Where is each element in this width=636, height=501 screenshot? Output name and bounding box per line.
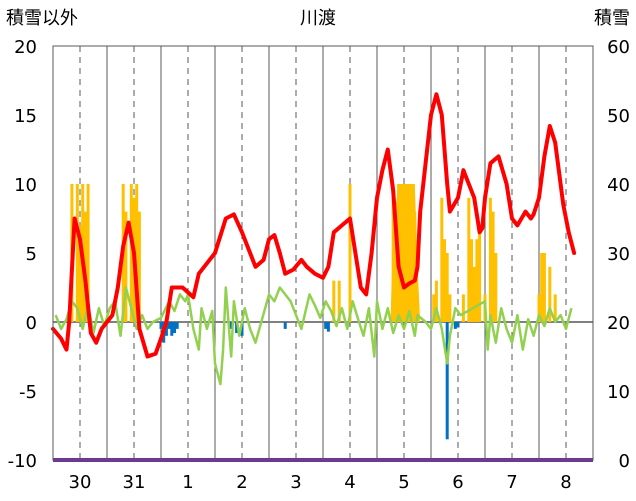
- y-left-axis-label: 積雪以外: [6, 8, 78, 29]
- blue-bar: [326, 322, 330, 332]
- blue-bar: [240, 322, 244, 336]
- y-left-tick-label: -10: [8, 451, 37, 472]
- x-tick-label: 31: [123, 472, 146, 493]
- orange-bar: [410, 184, 414, 322]
- plot-frame: [52, 45, 594, 461]
- y-left-tick-label: 5: [26, 244, 37, 265]
- orange-bar: [461, 294, 465, 322]
- y-right-axis-label: 積雪: [594, 8, 630, 29]
- orange-bar: [443, 239, 446, 322]
- x-tick-label: 8: [560, 472, 571, 493]
- y-left-tick-label: -5: [19, 382, 37, 403]
- orange-bar: [405, 211, 409, 322]
- orange-bar: [475, 239, 479, 322]
- blue-bar: [175, 322, 179, 329]
- blue-bar: [324, 322, 328, 329]
- y-right-tick-label: 40: [607, 175, 630, 196]
- x-tick-label: 1: [182, 472, 193, 493]
- orange-bar: [124, 211, 128, 322]
- orange-bar: [432, 294, 436, 322]
- y-left-axis-ticks: 20 15 10 5 0 -5 -10: [8, 37, 37, 472]
- blue-bar: [235, 322, 239, 334]
- orange-bar: [75, 184, 79, 322]
- y-right-tick-label: 60: [607, 37, 630, 58]
- orange-bar: [402, 184, 406, 322]
- orange-bar: [548, 266, 552, 322]
- x-tick-label: 4: [344, 472, 355, 493]
- orange-bar: [491, 211, 495, 322]
- blue-bar: [173, 322, 176, 334]
- orange-bar: [445, 253, 449, 322]
- orange-bar: [337, 280, 341, 322]
- x-tick-label: 2: [236, 472, 247, 493]
- orange-bar: [407, 197, 411, 322]
- orange-bar: [472, 266, 476, 322]
- blue-bar: [445, 322, 449, 440]
- blue-bar: [229, 322, 233, 329]
- y-left-tick-label: 20: [14, 37, 37, 58]
- red-line: [51, 92, 577, 359]
- x-tick-label: 30: [69, 472, 92, 493]
- chart-title: 川渡: [300, 8, 336, 29]
- y-right-tick-label: 10: [607, 382, 630, 403]
- orange-bar: [137, 211, 141, 322]
- blue-bar: [170, 322, 174, 336]
- orange-bar: [135, 184, 139, 322]
- orange-bar: [470, 239, 473, 322]
- orange-bar: [478, 225, 482, 322]
- blue-bar: [453, 322, 457, 329]
- orange-bar: [332, 280, 336, 322]
- x-tick-label: 6: [452, 472, 463, 493]
- orange-bar: [348, 184, 352, 322]
- blue-bar: [167, 322, 171, 329]
- y-right-axis-ticks: 60 50 40 30 20 10 0: [607, 37, 630, 472]
- orange-bar: [542, 253, 546, 322]
- orange-bar: [440, 197, 444, 322]
- orange-bar: [129, 184, 133, 322]
- blue-bar: [164, 322, 168, 336]
- blue-bar: [159, 322, 163, 329]
- y-left-tick-label: 10: [14, 175, 37, 196]
- x-tick-label: 7: [506, 472, 517, 493]
- x-tick-label: 5: [398, 472, 409, 493]
- x-axis-ticks: 30 31 1 2 3 4 5 6 7 8: [69, 472, 572, 493]
- y-right-tick-label: 30: [607, 244, 630, 265]
- blue-bar: [456, 322, 460, 328]
- orange-bar: [448, 294, 452, 322]
- orange-bar: [86, 184, 90, 322]
- orange-bar: [78, 225, 82, 322]
- orange-bar: [553, 294, 557, 322]
- y-right-tick-label: 0: [619, 451, 630, 472]
- gridlines: [53, 46, 593, 460]
- orange-bar: [467, 197, 471, 322]
- orange-bar: [537, 294, 541, 322]
- y-right-tick-label: 20: [607, 313, 630, 334]
- y-left-tick-label: 0: [26, 313, 37, 334]
- orange-bar: [488, 197, 492, 322]
- orange-bar: [413, 211, 417, 322]
- orange-bar: [391, 184, 395, 322]
- orange-bar: [494, 253, 498, 322]
- orange-bar: [434, 280, 438, 322]
- blue-bar: [283, 322, 287, 329]
- x-tick-label: 3: [290, 472, 301, 493]
- orange-bar: [540, 253, 544, 322]
- orange-bar: [394, 239, 398, 322]
- y-right-tick-label: 50: [607, 106, 630, 127]
- y-left-tick-label: 15: [14, 106, 37, 127]
